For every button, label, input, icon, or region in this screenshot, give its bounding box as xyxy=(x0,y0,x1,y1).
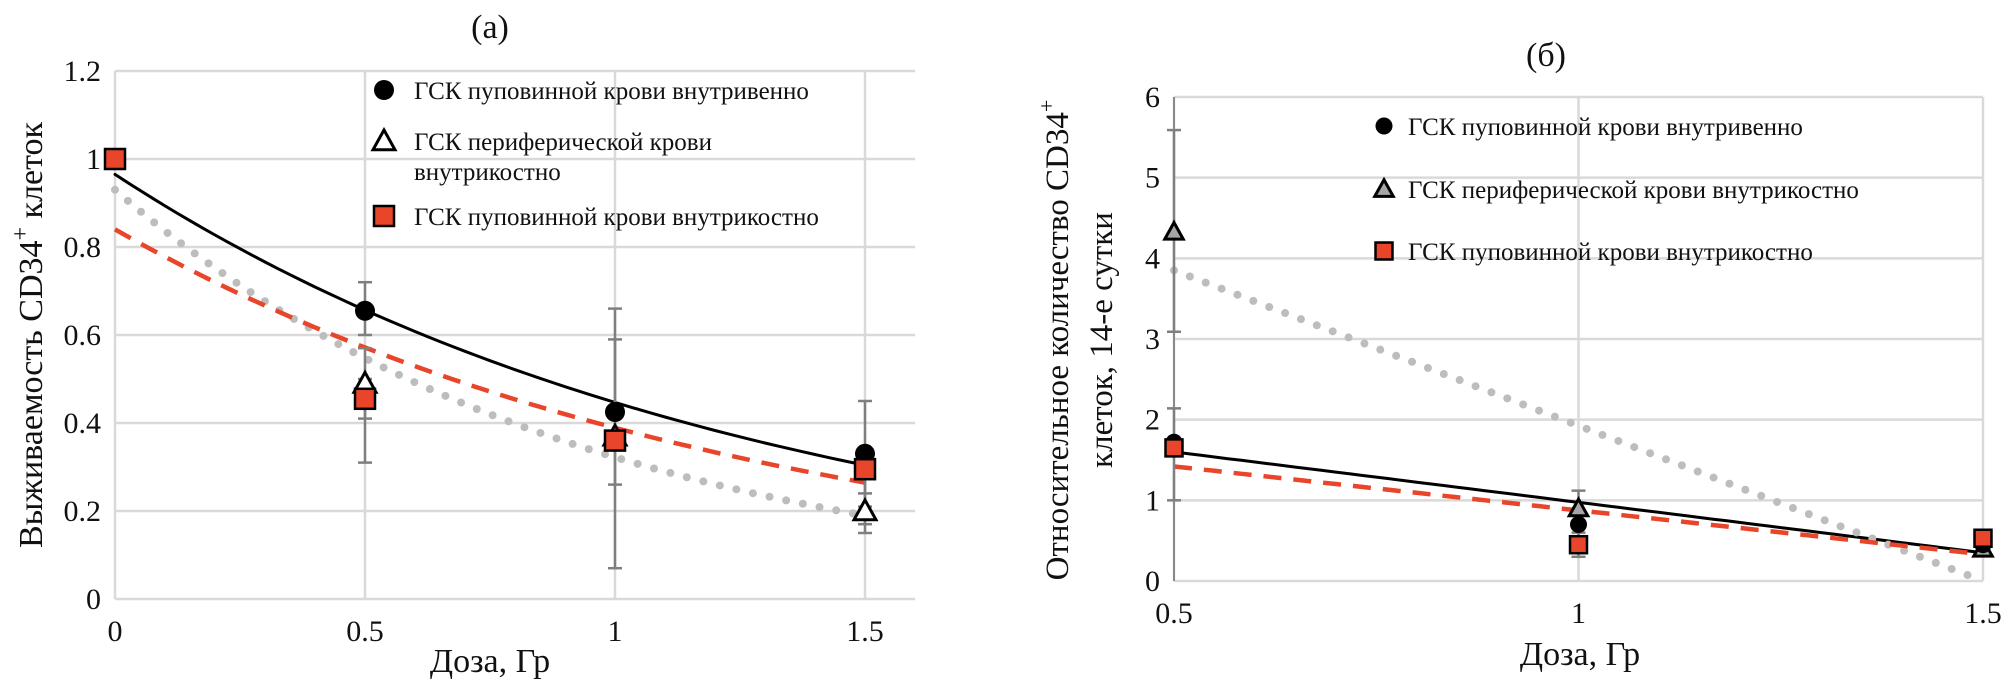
panel-a-x-axis-label: Доза, Гр xyxy=(430,643,550,680)
y-tick-label: 0.8 xyxy=(64,231,102,264)
y-tick-label: 1.2 xyxy=(64,55,102,88)
data-point-series-2 xyxy=(851,496,879,522)
panel-a-y-axis-label: Выживаемость CD34+ клеток xyxy=(8,121,50,548)
data-point-series-3 xyxy=(103,147,127,171)
y-tick-label: 0.2 xyxy=(64,495,102,528)
x-tick-label: 1.5 xyxy=(1964,597,2002,630)
y-tick-label: 0 xyxy=(86,583,101,616)
panel-a: (а) Доза, Гр Выживаемость CD34+ клеток 0… xyxy=(8,9,915,680)
panel-b-y-axis-label-line2: клеток, 14-е сутки xyxy=(1084,212,1120,468)
y-tick-label: 4 xyxy=(1145,242,1160,275)
y-tick-label: 5 xyxy=(1145,162,1160,195)
legend-label: ГСК периферической крови внутрикостно xyxy=(1408,177,1859,204)
x-tick-label: 1.5 xyxy=(846,615,884,648)
data-point-series-1 xyxy=(605,402,625,422)
x-tick-label: 1 xyxy=(608,615,623,648)
trendline-series-2 xyxy=(111,185,869,520)
legend-label: ГСК периферической крови xyxy=(414,129,712,156)
trendline-series-3 xyxy=(113,227,866,485)
legend-marker-series-2 xyxy=(370,126,398,152)
data-point-series-3 xyxy=(853,457,877,481)
legend-label: ГСК пуповинной крови внутривенно xyxy=(414,78,809,105)
x-tick-label: 0 xyxy=(108,615,123,648)
data-point-series-3 xyxy=(1164,438,1184,458)
legend-marker-series-3 xyxy=(372,204,396,228)
legend-label: ГСК пуповинной крови внутрикостно xyxy=(1408,239,1813,266)
panel-a-y-label-tail: клеток xyxy=(13,121,50,226)
y-tick-label: 3 xyxy=(1145,323,1160,356)
data-point-series-3 xyxy=(1973,528,1993,548)
y-tick-label: 0.4 xyxy=(64,407,102,440)
data-point-series-3 xyxy=(353,387,377,411)
legend-marker-series-1 xyxy=(1375,117,1393,135)
data-point-series-2 xyxy=(1162,219,1186,241)
y-tick-label: 1 xyxy=(86,143,101,176)
panel-b-y-label-main: Относительное количество CD34 xyxy=(1040,112,1076,580)
legend-marker-series-3 xyxy=(1374,241,1394,261)
panel-a-y-label-sup: + xyxy=(8,227,34,241)
trendline-series-1 xyxy=(113,172,867,467)
panel-b: (б) Доза, Гр Относительное количество CD… xyxy=(1034,37,2002,673)
data-point-series-3 xyxy=(603,429,627,452)
legend-marker-series-1 xyxy=(374,80,394,100)
x-tick-label: 0.5 xyxy=(1155,597,1193,630)
panel-b-title: (б) xyxy=(1526,37,1566,74)
panel-b-y-label-sup: + xyxy=(1034,100,1059,112)
panel-b-x-axis-label: Доза, Гр xyxy=(1520,636,1640,673)
legend-marker-series-2 xyxy=(1372,176,1396,198)
legend-label: внутрикостно xyxy=(414,159,561,186)
x-tick-label: 0.5 xyxy=(346,615,384,648)
legend-label: ГСК пуповинной крови внутривенно xyxy=(1408,114,1803,141)
panel-b-y-axis-label-line1: Относительное количество CD34+ xyxy=(1034,100,1076,581)
y-tick-label: 1 xyxy=(1145,484,1160,517)
panel-a-y-label-main: Выживаемость CD34 xyxy=(13,241,50,549)
y-tick-label: 0.6 xyxy=(64,319,102,352)
data-point-series-3 xyxy=(1568,534,1589,555)
data-point-series-2 xyxy=(1566,496,1591,518)
legend-label: ГСК пуповинной крови внутрикостно xyxy=(414,204,819,231)
x-tick-label: 1 xyxy=(1571,597,1586,630)
y-tick-label: 2 xyxy=(1145,404,1160,437)
data-point-series-1 xyxy=(1570,516,1587,534)
data-point-series-1 xyxy=(355,300,375,321)
y-tick-label: 0 xyxy=(1145,565,1160,598)
panel-a-title: (а) xyxy=(471,9,509,46)
y-tick-label: 6 xyxy=(1145,81,1160,114)
